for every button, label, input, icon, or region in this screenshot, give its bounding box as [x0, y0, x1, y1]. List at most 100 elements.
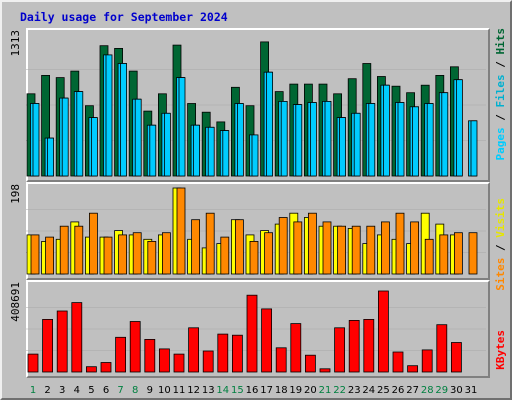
- day-label: 9: [147, 385, 153, 396]
- series-label: Pages: [494, 127, 507, 160]
- day-label: 24: [362, 385, 375, 396]
- day-label: 28: [421, 385, 434, 396]
- day-label: 26: [392, 385, 405, 396]
- pages-bar: [353, 112, 361, 177]
- pages-bar: [441, 92, 449, 177]
- kbytes-bar: [275, 347, 287, 373]
- hits-files-pages-label: Pages / Files / Hits: [494, 28, 507, 161]
- kbytes-bar: [421, 349, 433, 373]
- day-label: 17: [260, 385, 273, 396]
- day-label: 5: [88, 385, 94, 396]
- series-label: Files: [494, 74, 507, 107]
- day-label: 18: [275, 385, 288, 396]
- day-label: 4: [74, 385, 80, 396]
- pages-bar: [280, 101, 288, 177]
- y-max-label: 1313: [9, 30, 22, 57]
- kbytes-bar: [436, 324, 448, 373]
- kbytes-bar: [377, 290, 389, 373]
- day-label: 31: [465, 385, 478, 396]
- kbytes-label: KBytes: [494, 330, 507, 370]
- pages-bar: [309, 102, 317, 177]
- sites-bar: [59, 225, 69, 275]
- pages-bar: [412, 106, 420, 177]
- kbytes-bar: [202, 350, 214, 373]
- pages-bar: [236, 103, 244, 177]
- sites-bar: [89, 212, 98, 275]
- pages-bar: [455, 79, 463, 177]
- kbytes-bar: [348, 319, 360, 373]
- pages-bar: [368, 103, 376, 177]
- kbytes-bar: [261, 308, 273, 373]
- kbytes-bar: [158, 348, 170, 373]
- day-label: 12: [187, 385, 200, 396]
- pages-bar: [61, 97, 69, 177]
- sites-bar: [380, 221, 390, 275]
- pages-bar: [266, 71, 274, 177]
- pages-bar: [149, 124, 157, 177]
- pages-bar: [91, 117, 98, 177]
- day-label: 7: [117, 385, 123, 396]
- sites-bar: [366, 225, 376, 275]
- day-label: 15: [231, 385, 244, 396]
- sites-bar: [45, 236, 54, 275]
- chart-title: Daily usage for September 2024: [20, 10, 228, 24]
- day-label: 19: [289, 385, 302, 396]
- kbytes-bar: [100, 362, 112, 373]
- sites-bar: [337, 225, 347, 275]
- kbytes-bar: [319, 368, 331, 373]
- pages-bar: [426, 103, 434, 177]
- sites-bar: [205, 212, 215, 275]
- day-label: 23: [348, 385, 361, 396]
- day-label: 27: [406, 385, 419, 396]
- kbytes-bar: [144, 338, 156, 373]
- kbytes-bar: [188, 327, 200, 373]
- sites-bar: [307, 212, 317, 275]
- sites-bar: [322, 221, 332, 275]
- sites-bar: [293, 221, 303, 275]
- sites-bar: [30, 234, 40, 275]
- day-label: 2: [44, 385, 50, 396]
- day-label: 29: [435, 385, 448, 396]
- kbytes-bar: [246, 294, 258, 373]
- sites-bar: [410, 221, 420, 275]
- sites-bar: [191, 219, 201, 275]
- pages-bar: [163, 112, 171, 177]
- kbytes-bar: [115, 336, 126, 373]
- day-label: 25: [377, 385, 390, 396]
- pages-bar: [105, 54, 113, 177]
- kbytes-bar: [334, 327, 346, 373]
- pages-bar: [222, 130, 230, 177]
- sites-bar: [468, 232, 478, 275]
- sites-bar: [176, 187, 186, 275]
- sites-bar: [118, 234, 127, 275]
- kbytes-bar: [42, 318, 53, 373]
- sites-bar: [395, 212, 405, 275]
- kbytes-bar: [27, 353, 39, 373]
- day-label: 10: [158, 385, 171, 396]
- y-max-label: 198: [9, 184, 22, 204]
- kbytes-bar: [129, 321, 141, 373]
- pages-bar: [470, 120, 478, 177]
- kbytes-bar: [56, 310, 68, 373]
- day-label: 22: [333, 385, 346, 396]
- day-label: 1: [30, 385, 36, 396]
- sites-bar: [234, 219, 244, 275]
- series-label: Sites: [494, 258, 507, 291]
- kbytes-bar: [450, 342, 462, 373]
- sites-bar: [249, 240, 259, 275]
- kbytes-bar: [407, 365, 419, 373]
- pages-bar: [324, 101, 332, 177]
- kbytes-bar: [173, 353, 185, 373]
- sites-bar: [351, 225, 361, 275]
- pages-bar: [47, 137, 54, 177]
- y-max-label: 408691: [9, 282, 22, 322]
- sites-bar: [132, 232, 142, 275]
- day-label: 8: [132, 385, 138, 396]
- sites-bar: [103, 236, 113, 275]
- pages-bar: [134, 98, 142, 177]
- pages-bar: [382, 84, 390, 177]
- sites-bar: [424, 238, 434, 275]
- pages-bar: [251, 134, 259, 177]
- pages-bar: [397, 102, 405, 177]
- day-label: 16: [246, 385, 259, 396]
